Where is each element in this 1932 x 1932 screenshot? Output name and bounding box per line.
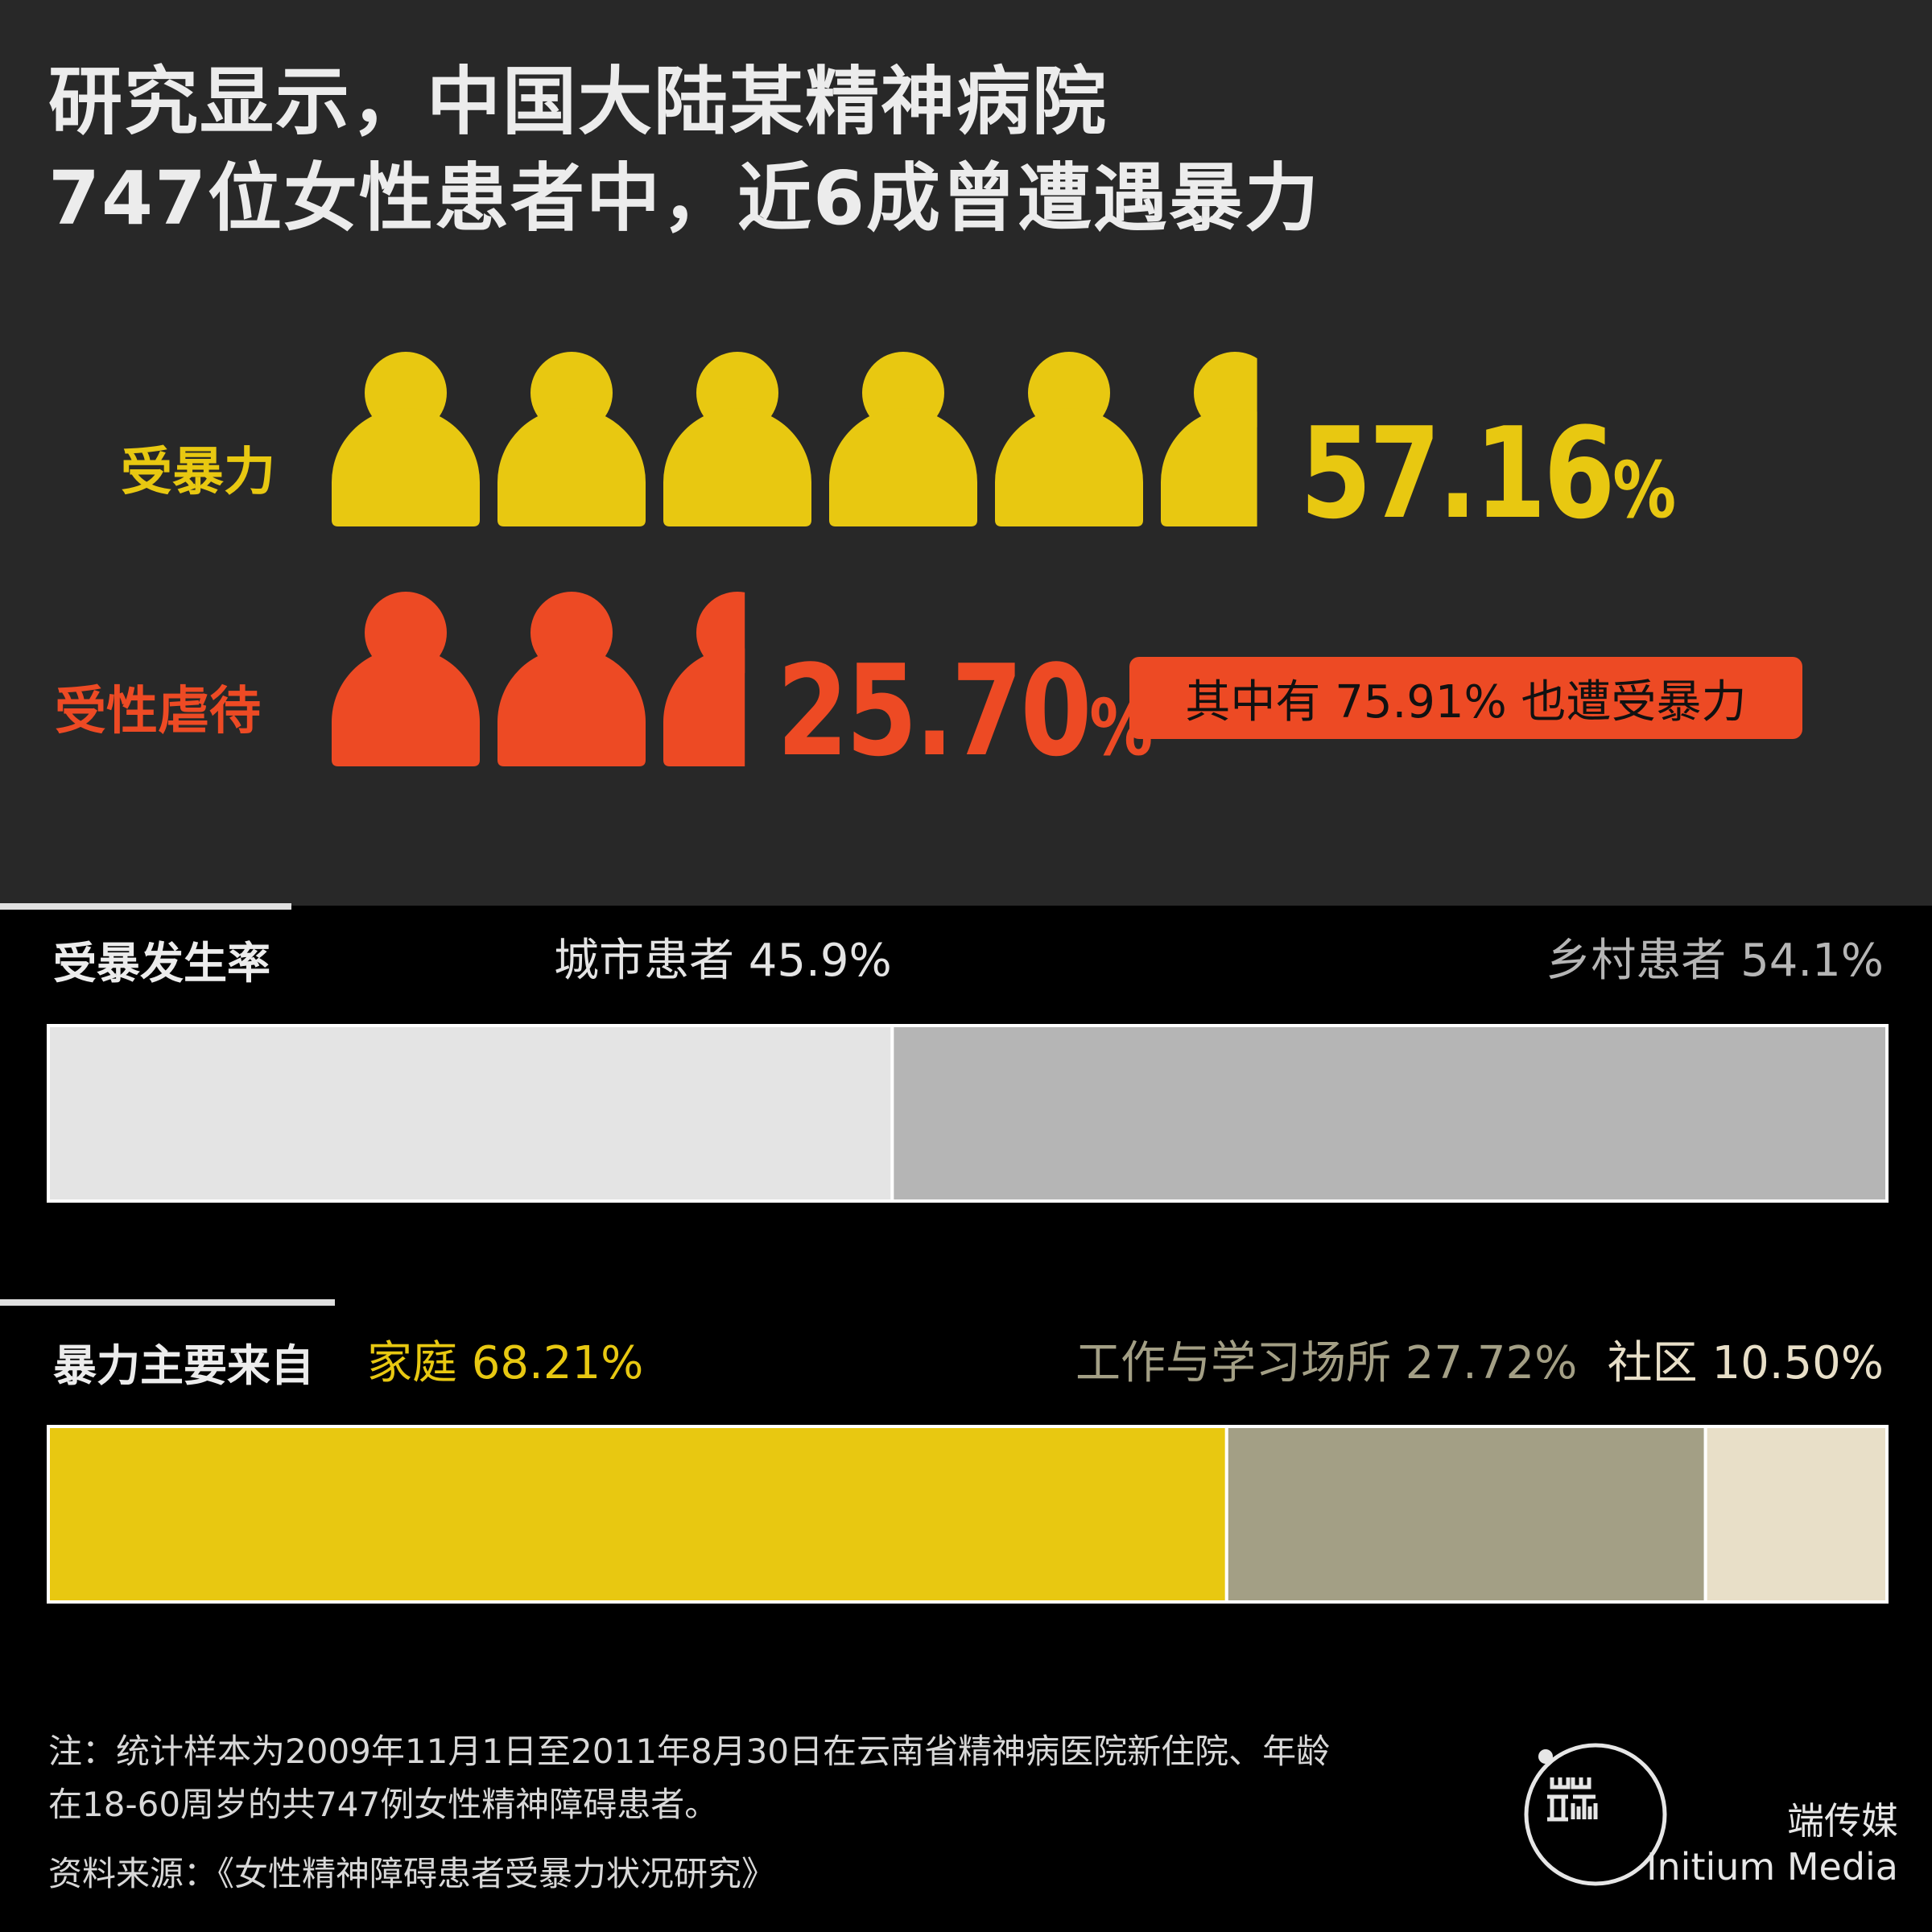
violence-percentage-unit: % bbox=[1612, 445, 1676, 535]
violence-person-icon-5 bbox=[995, 352, 1143, 526]
brand-name-en: Initium Media bbox=[1645, 1845, 1898, 1889]
incidence-section-rule bbox=[0, 903, 291, 910]
urban-label: 城市患者 45.9% bbox=[554, 935, 892, 987]
violence-percentage: 57.16% bbox=[1300, 411, 1676, 536]
urban-bar-segment bbox=[47, 1024, 894, 1203]
violence-row-label: 受暴力 bbox=[121, 443, 275, 502]
violence-person-icon-4 bbox=[829, 352, 977, 526]
initium-logo-icon bbox=[1524, 1743, 1667, 1886]
violence-person-icon-2 bbox=[497, 352, 646, 526]
violence-person-icon-1 bbox=[332, 352, 480, 526]
sexual-abuse-percentage-number: 25.70 bbox=[777, 638, 1092, 784]
sources-section-rule bbox=[0, 1299, 335, 1306]
sexual-abuse-person-icon-1 bbox=[332, 592, 480, 766]
incidence-section-title: 受暴发生率 bbox=[53, 938, 270, 989]
source-line: 资料来源：《女性精神障碍患者受暴力状况研究》 bbox=[48, 1854, 776, 1893]
title-line-1: 研究显示，中国大陆某精神病院 bbox=[48, 59, 1108, 145]
work-bar-segment bbox=[1224, 1425, 1707, 1604]
community-bar-segment bbox=[1703, 1425, 1889, 1604]
sexual-abuse-row-label: 受性虐待 bbox=[55, 682, 261, 741]
violence-person-icon-3 bbox=[663, 352, 811, 526]
overlap-callout: 其中有 75.91% 也遭受暴力 bbox=[1129, 657, 1802, 739]
note-line-1: 注：统计样本为2009年11月1日至2011年8月30日在云南省精神病医院新住院… bbox=[48, 1732, 1331, 1771]
community-label: 社区 10.50% bbox=[1607, 1337, 1884, 1389]
brand-name-cn: 端传媒 bbox=[1787, 1799, 1898, 1843]
rural-bar-segment bbox=[890, 1024, 1889, 1203]
home-bar-segment bbox=[47, 1425, 1228, 1604]
work-label: 工作与学习场所 27.72% bbox=[1075, 1337, 1578, 1389]
title-line-2: 747位女性患者中，近6成曾遭遇暴力 bbox=[48, 155, 1321, 242]
sexual-abuse-person-icon-3 bbox=[663, 592, 745, 766]
rural-label: 乡村患者 54.1% bbox=[1546, 935, 1884, 987]
home-label: 家庭 68.21% bbox=[367, 1337, 644, 1389]
violence-percentage-number: 57.16 bbox=[1300, 400, 1616, 547]
sources-section-title: 暴力主要来自 bbox=[53, 1340, 314, 1391]
violence-person-icon-6 bbox=[1161, 352, 1257, 526]
note-line-2: 在18-60周岁的共747例女性精神障碍患者。 bbox=[48, 1785, 719, 1824]
sexual-abuse-person-icon-2 bbox=[497, 592, 646, 766]
